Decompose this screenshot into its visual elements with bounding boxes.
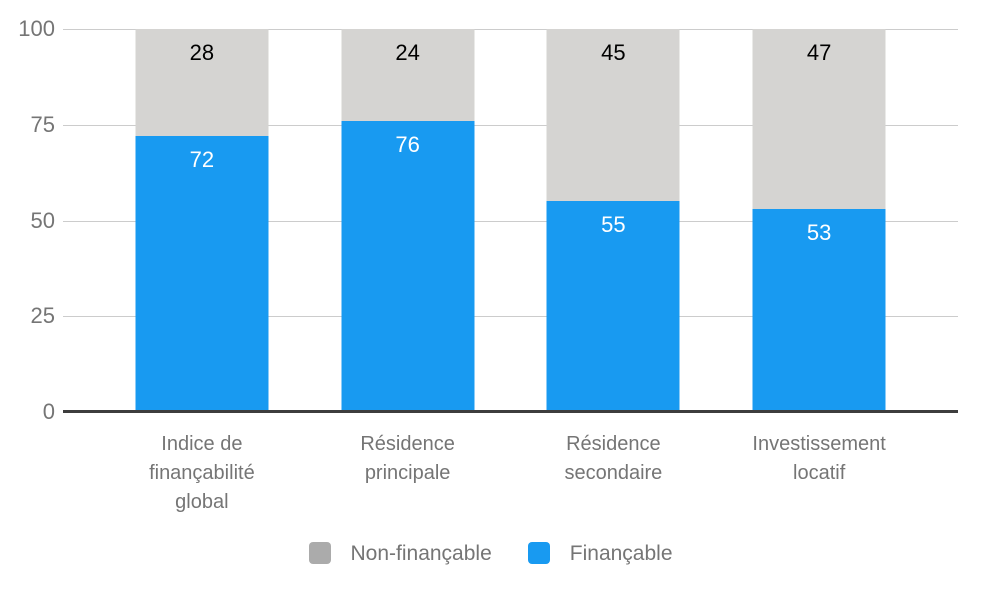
bar-segment[interactable]: 45	[546, 29, 680, 202]
x-axis-label: Résidence principale	[360, 433, 455, 484]
bar-slot: 28 72	[99, 29, 305, 412]
x-axis-label: Résidence secondaire	[564, 433, 663, 484]
legend: Non-finançable Finançable	[0, 542, 981, 564]
bar-segment[interactable]: 76	[341, 120, 475, 412]
y-tick-label: 25	[30, 303, 55, 329]
gridline	[63, 316, 958, 318]
y-tick-label: 75	[30, 111, 55, 137]
x-axis-label: Investissement locatif	[752, 433, 886, 484]
y-tick-label: 0	[42, 399, 55, 424]
bar-segment[interactable]: 72	[135, 136, 269, 412]
bar-slot: 24 76	[305, 29, 511, 412]
stacked-bar-1[interactable]: 28 72	[135, 29, 269, 412]
y-tick-label: 50	[30, 207, 55, 233]
legend-swatch-financable	[527, 542, 550, 564]
bar-value-label: 72	[189, 147, 215, 173]
bar-value-label: 53	[806, 220, 832, 245]
bar-slot: 47 53	[716, 29, 922, 412]
y-tick-label: 100	[18, 16, 55, 41]
bar-segment[interactable]: 47	[752, 29, 886, 209]
bar-value-label: 47	[806, 40, 832, 65]
bar-segment[interactable]: 55	[546, 201, 680, 412]
bars-row: 28 72 24 76 45 55 47 53	[99, 29, 922, 412]
plot-area: 28 72 24 76 45 55 47 53	[63, 29, 958, 413]
x-axis-labels: Indice de finançabilité global Résidence …	[99, 430, 922, 517]
stacked-bar-3[interactable]: 45 55	[546, 29, 680, 412]
legend-label-financable: Finançable	[569, 541, 673, 565]
gridline	[63, 124, 958, 126]
gridline	[63, 29, 958, 30]
stacked-bar-2[interactable]: 24 76	[341, 29, 475, 412]
legend-swatch-non-financable	[308, 542, 331, 564]
bar-value-label: 76	[395, 131, 420, 157]
legend-label-non-financable: Non-finançable	[350, 541, 492, 565]
legend-item-financable[interactable]: Finançable	[527, 541, 673, 565]
bar-value-label: 45	[601, 40, 626, 65]
bar-segment[interactable]: 28	[135, 29, 269, 137]
y-axis-labels: 0 25 50 75 100	[0, 18, 55, 423]
bar-value-label: 28	[189, 40, 215, 65]
x-axis-baseline	[63, 410, 958, 413]
bar-segment[interactable]: 53	[752, 209, 886, 412]
bar-slot: 45 55	[511, 29, 717, 412]
legend-item-non-financable[interactable]: Non-finançable	[308, 541, 492, 565]
gridline	[63, 220, 958, 222]
bar-value-label: 24	[395, 40, 420, 65]
bar-value-label: 55	[601, 212, 626, 238]
stacked-bar-4[interactable]: 47 53	[752, 29, 886, 412]
bar-segment[interactable]: 24	[341, 29, 475, 121]
x-axis-label: Indice de finançabilité global	[149, 433, 255, 513]
